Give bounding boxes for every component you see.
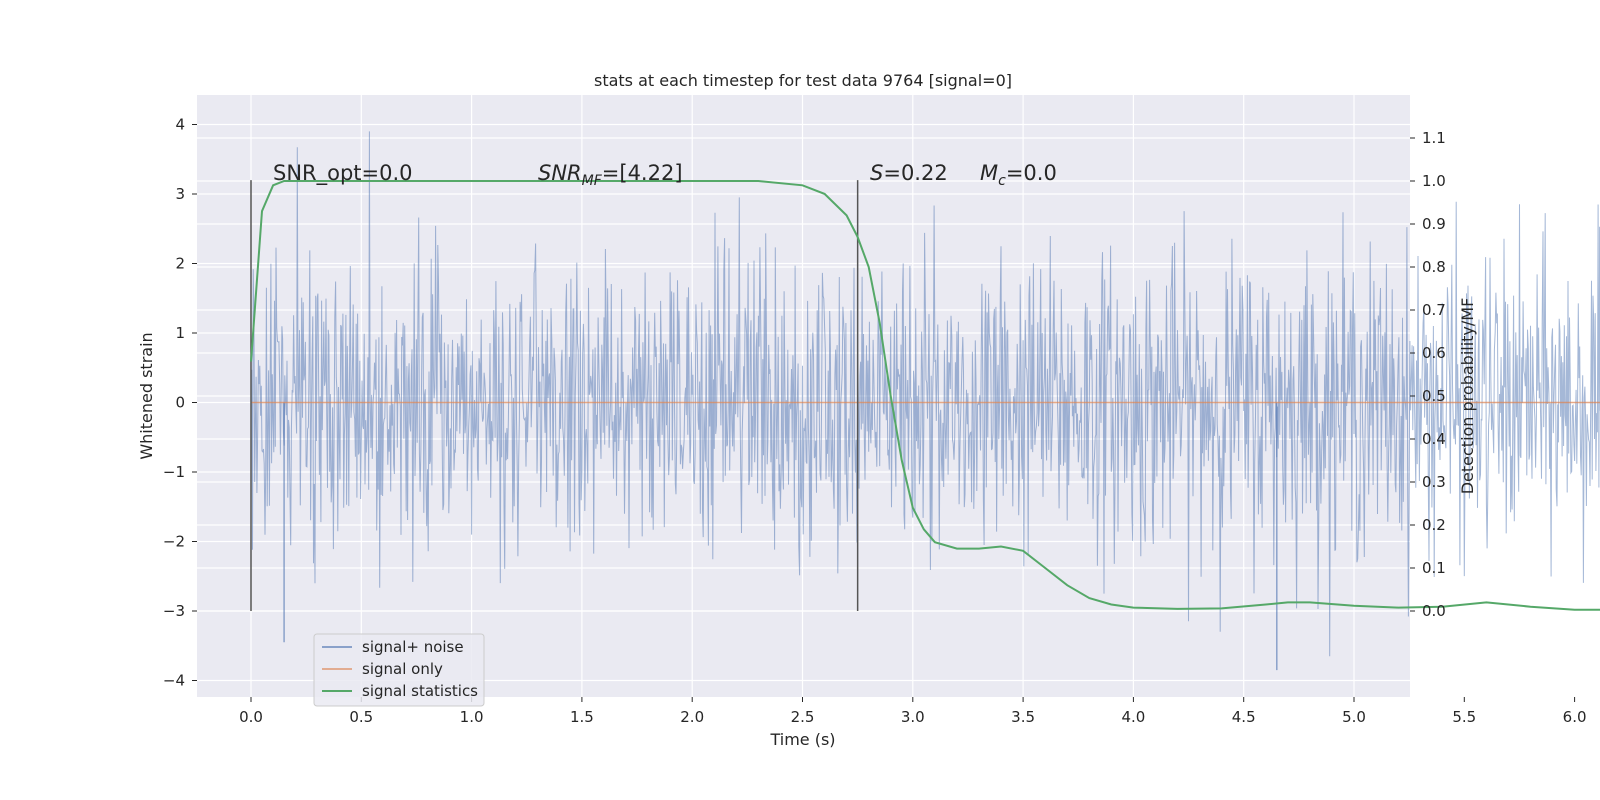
right-y-tick-label: 1.0 <box>1422 172 1446 190</box>
x-tick-label: 3.0 <box>901 708 925 726</box>
annotation-snr-mf-value: =[4.22] <box>602 161 683 185</box>
annotation-snr-mf-main: SNR <box>538 161 582 185</box>
right-y-tick-label: 0.4 <box>1422 430 1446 448</box>
left-y-axis-ticks: 4 3 2 1 0 −1 −2 −3 −4 <box>163 116 197 690</box>
left-y-tick-label: 3 <box>175 185 185 203</box>
x-tick-label: 5.0 <box>1342 708 1366 726</box>
left-y-tick-label: 0 <box>175 394 185 412</box>
right-y-tick-label: 0.9 <box>1422 215 1446 233</box>
annotation-mc-value: =0.0 <box>1006 161 1057 185</box>
x-tick-label: 0.0 <box>239 708 263 726</box>
left-y-axis-label: Whitened strain <box>137 332 156 459</box>
annotation-snr-mf-sub: MF <box>582 173 603 189</box>
left-y-tick-label: −4 <box>163 672 185 690</box>
right-y-axis-ticks: 1.1 1.0 0.9 0.8 0.7 0.6 0.5 0.4 0.3 0.2 0.1 0.0 <box>1410 129 1446 620</box>
signal-statistics-series <box>250 180 1600 611</box>
annotation-snr-opt: SNR_opt=0.0 <box>273 161 413 186</box>
x-tick-label: 6.0 <box>1563 708 1587 726</box>
left-y-tick-label: −2 <box>163 533 185 551</box>
right-y-tick-label: 0.3 <box>1422 473 1446 491</box>
x-tick-label: 0.5 <box>349 708 373 726</box>
annotation-s: S=0.22 <box>870 161 948 185</box>
annotation-s-value: =0.22 <box>883 161 947 185</box>
left-y-tick-label: −1 <box>163 463 185 481</box>
legend-label-signal-plus-noise: signal+ noise <box>362 638 464 656</box>
chart-title: stats at each timestep for test data 976… <box>594 71 1012 90</box>
x-axis-label: Time (s) <box>769 730 835 749</box>
left-y-tick-label: 1 <box>175 324 185 342</box>
signal-plus-noise-series <box>250 131 1600 671</box>
right-y-axis-label: Detection probability/MF <box>1458 298 1477 495</box>
legend-label-signal-statistics: signal statistics <box>362 682 478 700</box>
right-y-tick-label: 0.7 <box>1422 301 1446 319</box>
annotation-snr-mf: SNRMF=[4.22] <box>538 161 683 189</box>
right-y-tick-label: 0.2 <box>1422 516 1446 534</box>
x-tick-label: 2.5 <box>791 708 815 726</box>
x-tick-label: 2.0 <box>680 708 704 726</box>
x-axis-ticks: 0.00.51.01.52.02.53.03.54.04.55.05.56.06… <box>239 697 1587 726</box>
legend-box <box>313 633 485 707</box>
x-tick-label: 4.5 <box>1232 708 1256 726</box>
x-tick-label: 4.0 <box>1121 708 1145 726</box>
left-y-tick-label: 4 <box>175 116 185 134</box>
left-y-tick-label: −3 <box>163 602 185 620</box>
right-y-tick-label: 0.8 <box>1422 258 1446 276</box>
left-y-tick-label: 2 <box>175 255 185 273</box>
right-y-tick-label: 0.6 <box>1422 344 1446 362</box>
x-tick-label: 3.5 <box>1011 708 1035 726</box>
x-tick-label: 5.5 <box>1452 708 1476 726</box>
x-tick-label: 1.0 <box>460 708 484 726</box>
annotation-mc: Mc=0.0 <box>980 161 1057 189</box>
annotation-mc-main: M <box>980 161 998 185</box>
signal-plus-noise-line <box>250 131 1600 657</box>
annotation-mc-sub: c <box>998 173 1006 189</box>
x-tick-label: 1.5 <box>570 708 594 726</box>
legend-label-signal-only: signal only <box>362 660 443 678</box>
right-y-tick-label: 0.1 <box>1422 559 1446 577</box>
right-y-tick-label: 0.5 <box>1422 387 1446 405</box>
marker-lines <box>250 180 859 611</box>
legend: signal+ noise signal only signal statist… <box>313 633 485 707</box>
right-y-tick-label: 1.1 <box>1422 129 1446 147</box>
annotation-s-main: S <box>870 161 883 185</box>
right-y-tick-label: 0.0 <box>1422 602 1446 620</box>
